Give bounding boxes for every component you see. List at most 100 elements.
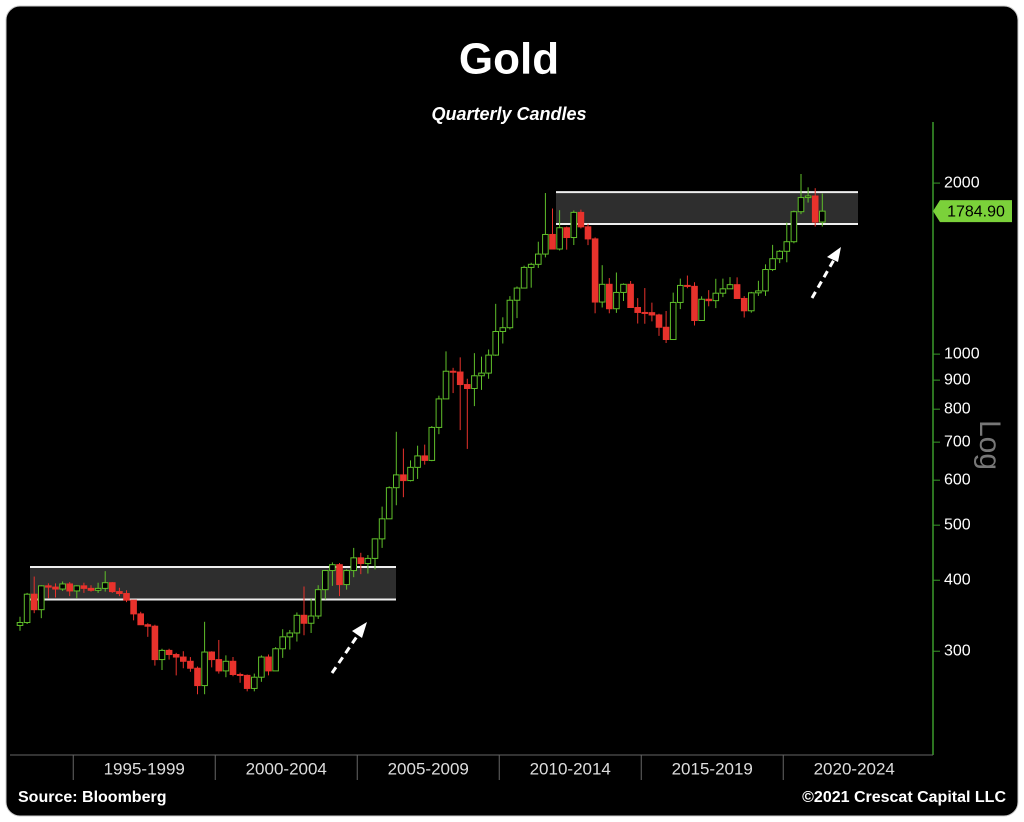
x-tick-label: 1995-1999 bbox=[104, 759, 185, 778]
candle-body bbox=[208, 651, 215, 661]
candle-body bbox=[222, 660, 230, 672]
candle-body bbox=[30, 593, 38, 611]
y-tick-label: 800 bbox=[944, 400, 971, 417]
candle-body bbox=[52, 586, 59, 590]
copyright-note: ©2021 Crescat Capital LLC bbox=[802, 789, 1006, 806]
candle-body bbox=[655, 314, 663, 328]
candle-body bbox=[698, 298, 705, 321]
candle-body bbox=[350, 557, 357, 572]
last-price-tag bbox=[933, 200, 1012, 223]
candle-body bbox=[66, 583, 74, 592]
candle-body bbox=[520, 266, 528, 289]
candle-body bbox=[123, 593, 130, 601]
candle-body bbox=[442, 370, 450, 400]
candle-body bbox=[357, 557, 365, 565]
chart-frame bbox=[5, 5, 1019, 817]
candle-body bbox=[535, 253, 542, 265]
candle-body bbox=[137, 613, 144, 626]
candle-body bbox=[456, 371, 464, 386]
candle-body bbox=[492, 331, 499, 356]
candle-body bbox=[265, 656, 272, 672]
candle-body bbox=[336, 564, 343, 586]
candle-body bbox=[677, 284, 684, 303]
y-tick-label: 600 bbox=[944, 471, 971, 488]
candle-body bbox=[343, 570, 350, 586]
candle-body bbox=[144, 624, 152, 627]
chart-title: Gold bbox=[459, 35, 559, 84]
candle-body bbox=[634, 306, 642, 313]
candle-body bbox=[662, 326, 670, 341]
candle-body bbox=[165, 649, 173, 656]
candle-body bbox=[300, 614, 308, 624]
candle-body bbox=[485, 354, 492, 374]
candle-body bbox=[73, 585, 81, 592]
candle-body bbox=[726, 284, 734, 290]
candle-body bbox=[23, 593, 31, 624]
candle-body bbox=[740, 297, 748, 312]
candle-body bbox=[620, 283, 627, 293]
candle-body bbox=[435, 398, 443, 428]
candle-body bbox=[421, 455, 428, 461]
y-axis-label: Log bbox=[973, 420, 1006, 470]
candle-body bbox=[109, 582, 116, 593]
candle-body bbox=[258, 656, 265, 678]
candle-body bbox=[627, 283, 634, 308]
candle-body bbox=[733, 284, 741, 299]
candle-body bbox=[236, 673, 244, 676]
candle-body bbox=[279, 636, 286, 650]
candle-body bbox=[158, 649, 166, 661]
candle-body bbox=[769, 258, 776, 271]
candle-body bbox=[293, 614, 301, 634]
candle-body bbox=[464, 384, 471, 389]
candle-body bbox=[194, 667, 201, 687]
source-note: Source: Bloomberg bbox=[18, 789, 166, 806]
candle-body bbox=[819, 210, 826, 223]
candle-body bbox=[229, 660, 237, 675]
candle-body bbox=[243, 674, 251, 689]
candle-body bbox=[542, 233, 549, 255]
candle-body bbox=[94, 587, 102, 591]
candle-body bbox=[577, 211, 585, 228]
candle-body bbox=[215, 659, 223, 672]
candle-body bbox=[101, 582, 109, 589]
candle-body bbox=[180, 656, 187, 662]
candle-body bbox=[790, 211, 798, 243]
candle-body bbox=[385, 487, 393, 520]
candle-body bbox=[59, 583, 66, 590]
candle-body bbox=[499, 327, 507, 333]
candle-body bbox=[570, 211, 578, 239]
candle-body bbox=[705, 298, 713, 302]
candle-body bbox=[755, 290, 762, 294]
candle-body bbox=[38, 585, 45, 611]
x-tick-label: 2015-2019 bbox=[672, 759, 753, 778]
y-tick-label: 300 bbox=[944, 642, 971, 659]
candle-body bbox=[393, 474, 400, 489]
candle-body bbox=[16, 622, 24, 626]
candle-body bbox=[201, 651, 208, 687]
candle-body bbox=[251, 676, 258, 689]
candle-body bbox=[556, 227, 563, 250]
candle-body bbox=[151, 625, 159, 661]
y-tick-label: 400 bbox=[944, 571, 971, 588]
candle-body bbox=[762, 269, 769, 292]
candle-body bbox=[811, 195, 819, 223]
candle-body bbox=[428, 426, 436, 461]
last-price-label: 1784.90 bbox=[947, 203, 1005, 220]
candle-body bbox=[513, 287, 521, 301]
candle-body bbox=[549, 233, 556, 250]
x-tick-label: 2005-2009 bbox=[388, 759, 469, 778]
candle-body bbox=[407, 466, 414, 482]
candle-body bbox=[684, 284, 691, 287]
candle-body bbox=[322, 570, 329, 591]
candle-body bbox=[563, 227, 571, 239]
candle-body bbox=[591, 238, 599, 303]
candle-body bbox=[748, 292, 755, 312]
resistance-zone bbox=[30, 567, 396, 600]
candle-body bbox=[797, 197, 805, 213]
y-tick-label: 2000 bbox=[944, 174, 980, 191]
candle-body bbox=[116, 591, 123, 595]
y-tick-label: 900 bbox=[944, 371, 971, 388]
candle-body bbox=[87, 587, 95, 591]
y-tick-label: 500 bbox=[944, 516, 971, 533]
